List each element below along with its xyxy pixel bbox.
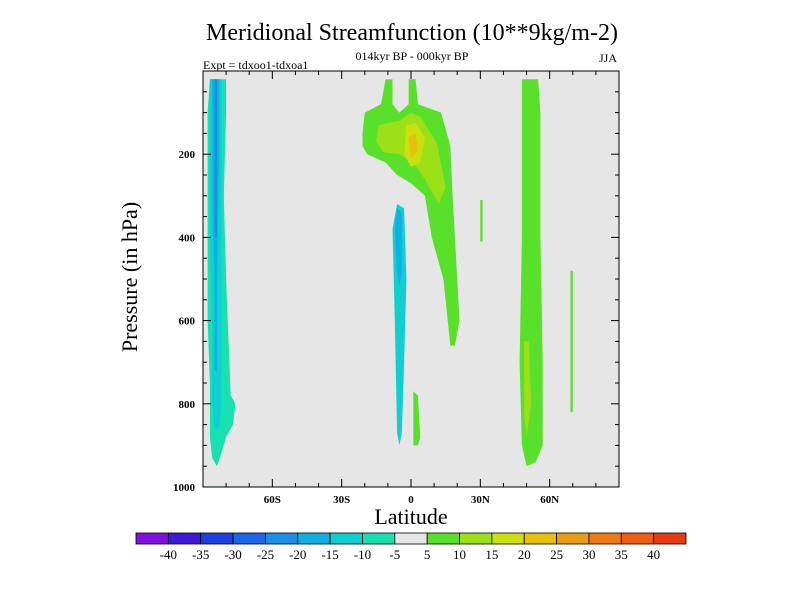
y-tick-label: 600 (179, 316, 196, 328)
colorbar-swatch (394, 532, 428, 545)
contour-eq-negative-inner (394, 208, 402, 288)
chart-title: Meridional Streamfunction (10**9kg/m-2) (206, 20, 618, 46)
colorbar-swatch (653, 532, 687, 545)
colorbar-swatch (200, 532, 234, 545)
colorbar-swatch (297, 532, 331, 545)
colorbar-label: -10 (354, 547, 371, 562)
colorbar-label: -15 (321, 547, 338, 562)
colorbar-swatch (491, 532, 525, 545)
contour-eq-lower-positive (413, 391, 421, 446)
x-tick-label: 0 (408, 494, 414, 506)
y-tick-label: 800 (179, 399, 196, 411)
colorbar-label: 40 (647, 547, 660, 562)
colorbar: -40 -35 -30 -25 -20 -15 -10 -5 5 10 15 20 25 30 35 40 (135, 532, 687, 562)
x-tick-label: 60N (540, 494, 559, 506)
x-tick-label: 60S (264, 494, 281, 506)
colorbar-label: 5 (424, 547, 431, 562)
colorbar-label: -25 (257, 547, 274, 562)
colorbar-label: 15 (485, 547, 498, 562)
colorbar-swatch (426, 532, 460, 545)
y-tick-label: 200 (179, 149, 196, 161)
contour-nh-hadley-core (408, 133, 418, 159)
colorbar-swatch (556, 532, 590, 545)
colorbar-swatch (620, 532, 655, 545)
y-axis: 200 400 600 800 1000 (173, 91, 619, 494)
y-tick-label: 400 (179, 232, 196, 244)
contour-eq-negative-outer (392, 204, 407, 446)
colorbar-swatch (362, 532, 396, 545)
colorbar-swatch (265, 532, 299, 545)
colorbar-swatch (329, 532, 363, 545)
colorbar-swatch (167, 532, 202, 545)
contour-nh-small-cell-b (480, 200, 483, 242)
contour-regions (207, 79, 573, 467)
colorbar-swatch (459, 532, 493, 545)
colorbar-label: 35 (615, 547, 628, 562)
y-axis-label: Pressure (in hPa) (117, 202, 142, 352)
experiment-label: Expt = tdxoo1-tdxoa1 (203, 58, 308, 72)
colorbar-label: 10 (453, 547, 466, 562)
x-tick-label: 30S (333, 494, 350, 506)
colorbar-label: -40 (160, 547, 177, 562)
colorbar-swatch (135, 532, 169, 545)
colorbar-label: 30 (582, 547, 595, 562)
colorbar-label: 25 (550, 547, 563, 562)
colorbar-label: -30 (224, 547, 241, 562)
contour-sh-cell-core (214, 79, 217, 238)
colorbar-label: -20 (289, 547, 306, 562)
colorbar-label: -35 (192, 547, 209, 562)
x-axis: 60S 30S 0 30N 60N (225, 71, 597, 506)
colorbar-swatch (232, 532, 266, 545)
contour-nh-ferrel-inner (524, 341, 532, 438)
chart-subtitle: 014kyr BP - 000kyr BP (356, 49, 469, 63)
x-axis-label: Latitude (374, 504, 447, 529)
colorbar-label: -5 (389, 547, 400, 562)
contour-nh-small-cell-a (570, 270, 573, 413)
colorbar-swatch (588, 532, 622, 545)
y-tick-label: 1000 (173, 482, 196, 494)
colorbar-label: 20 (518, 547, 531, 562)
colorbar-swatch (523, 532, 557, 545)
x-tick-label: 30N (471, 494, 490, 506)
contour-nh-ferrel-outer (519, 79, 543, 467)
season-label: JJA (599, 51, 617, 65)
